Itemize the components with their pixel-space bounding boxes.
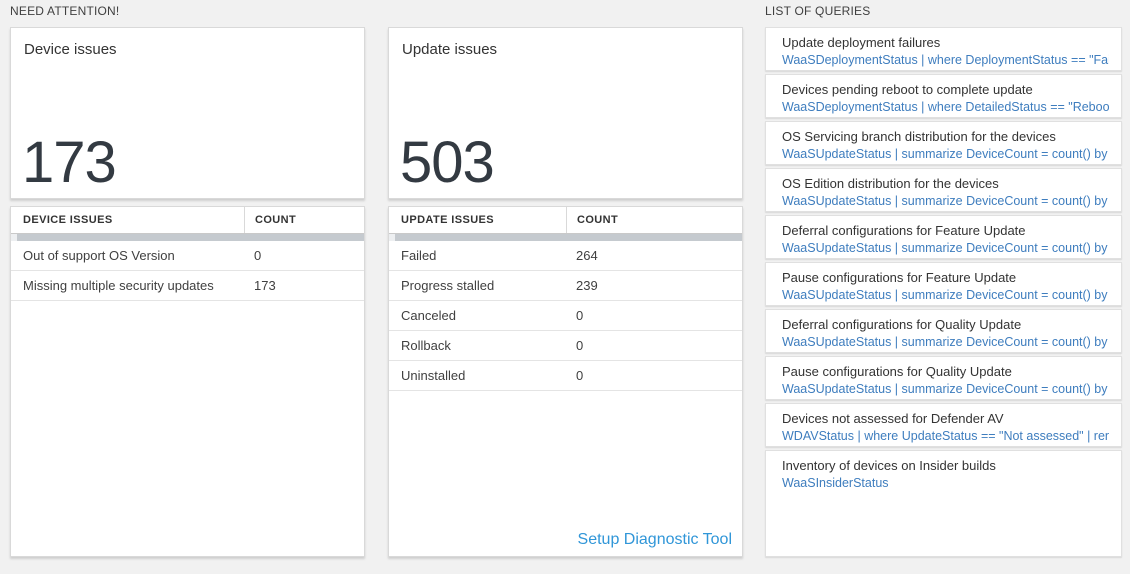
issue-label: Canceled xyxy=(401,308,456,323)
horizontal-scrollbar-thumb[interactable] xyxy=(17,234,364,241)
issue-label: Uninstalled xyxy=(401,368,466,383)
query-link[interactable]: WaaSUpdateStatus | summarize DeviceCount… xyxy=(782,241,1109,255)
query-link[interactable]: WaaSUpdateStatus | summarize DeviceCount… xyxy=(782,147,1109,161)
device-issues-tile[interactable]: Device issues 173 xyxy=(10,27,365,199)
table-row[interactable]: Uninstalled 0 xyxy=(389,361,742,391)
update-issues-title: Update issues xyxy=(402,41,498,58)
query-title: Update deployment failures xyxy=(782,35,941,50)
query-title: Pause configurations for Quality Update xyxy=(782,364,1012,379)
query-title: Devices not assessed for Defender AV xyxy=(782,411,1004,426)
update-issues-count: 503 xyxy=(400,130,495,195)
list-of-queries-heading: LIST OF QUERIES xyxy=(765,4,871,18)
query-link[interactable]: WaaSUpdateStatus | summarize DeviceCount… xyxy=(782,288,1109,302)
issue-label: Out of support OS Version xyxy=(23,248,175,263)
table-row[interactable]: Progress stalled 239 xyxy=(389,271,742,301)
list-of-queries-panel: Update deployment failures WaaSDeploymen… xyxy=(765,27,1122,557)
device-issues-table: DEVICE ISSUES COUNT Out of support OS Ve… xyxy=(10,206,365,557)
query-title: OS Edition distribution for the devices xyxy=(782,176,999,191)
query-item[interactable]: Pause configurations for Feature Update … xyxy=(765,262,1122,306)
horizontal-scrollbar-thumb[interactable] xyxy=(395,234,742,241)
update-issues-table-header: UPDATE ISSUES COUNT xyxy=(389,207,742,234)
issue-count: 173 xyxy=(254,278,276,293)
issue-count: 0 xyxy=(576,368,584,383)
horizontal-scrollbar[interactable] xyxy=(11,234,364,241)
query-link[interactable]: WaaSUpdateStatus | summarize DeviceCount… xyxy=(782,335,1109,349)
query-title: Inventory of devices on Insider builds xyxy=(782,458,996,473)
device-issues-table-header: DEVICE ISSUES COUNT xyxy=(11,207,364,234)
query-title: Deferral configurations for Quality Upda… xyxy=(782,317,1022,332)
table-row[interactable]: Canceled 0 xyxy=(389,301,742,331)
issue-count: 264 xyxy=(576,248,598,263)
query-item[interactable]: Devices pending reboot to complete updat… xyxy=(765,74,1122,118)
query-item[interactable]: Pause configurations for Quality Update … xyxy=(765,356,1122,400)
need-attention-heading: NEED ATTENTION! xyxy=(10,4,120,18)
issue-count: 239 xyxy=(576,278,598,293)
count-column-header: COUNT xyxy=(244,207,364,233)
query-link[interactable]: WaaSUpdateStatus | summarize DeviceCount… xyxy=(782,194,1109,208)
issue-count: 0 xyxy=(254,248,262,263)
update-issues-column-header: UPDATE ISSUES xyxy=(401,214,495,226)
query-title: Deferral configurations for Feature Upda… xyxy=(782,223,1026,238)
issue-label: Missing multiple security updates xyxy=(23,278,214,293)
issue-count: 0 xyxy=(576,338,584,353)
query-item[interactable]: Deferral configurations for Feature Upda… xyxy=(765,215,1122,259)
query-link[interactable]: WaaSUpdateStatus | summarize DeviceCount… xyxy=(782,382,1109,396)
table-row[interactable]: Missing multiple security updates 173 xyxy=(11,271,364,301)
table-row[interactable]: Failed 264 xyxy=(389,241,742,271)
table-row[interactable]: Out of support OS Version 0 xyxy=(11,241,364,271)
query-title: OS Servicing branch distribution for the… xyxy=(782,129,1056,144)
issue-label: Progress stalled xyxy=(401,278,495,293)
update-issues-table: UPDATE ISSUES COUNT Failed 264 Progress … xyxy=(388,206,743,557)
query-title: Pause configurations for Feature Update xyxy=(782,270,1017,285)
query-link[interactable]: WaaSDeploymentStatus | where DetailedSta… xyxy=(782,100,1109,114)
query-item[interactable]: OS Servicing branch distribution for the… xyxy=(765,121,1122,165)
count-column-header: COUNT xyxy=(566,207,742,233)
query-title: Devices pending reboot to complete updat… xyxy=(782,82,1033,97)
query-item[interactable]: Devices not assessed for Defender AV WDA… xyxy=(765,403,1122,447)
setup-diagnostic-tool-link[interactable]: Setup Diagnostic Tool xyxy=(577,531,732,548)
query-link[interactable]: WaaSDeploymentStatus | where DeploymentS… xyxy=(782,53,1109,67)
device-issues-title: Device issues xyxy=(24,41,117,58)
query-item[interactable]: Update deployment failures WaaSDeploymen… xyxy=(765,27,1122,71)
query-item[interactable]: Inventory of devices on Insider builds W… xyxy=(765,450,1122,557)
query-item[interactable]: OS Edition distribution for the devices … xyxy=(765,168,1122,212)
query-link[interactable]: WDAVStatus | where UpdateStatus == "Not … xyxy=(782,429,1109,443)
update-issues-tile[interactable]: Update issues 503 xyxy=(388,27,743,199)
device-issues-column-header: DEVICE ISSUES xyxy=(23,214,113,226)
issue-label: Rollback xyxy=(401,338,451,353)
issue-count: 0 xyxy=(576,308,584,323)
horizontal-scrollbar[interactable] xyxy=(389,234,742,241)
query-link[interactable]: WaaSInsiderStatus xyxy=(782,476,889,490)
device-issues-count: 173 xyxy=(22,130,117,195)
issue-label: Failed xyxy=(401,248,437,263)
query-item[interactable]: Deferral configurations for Quality Upda… xyxy=(765,309,1122,353)
table-row[interactable]: Rollback 0 xyxy=(389,331,742,361)
